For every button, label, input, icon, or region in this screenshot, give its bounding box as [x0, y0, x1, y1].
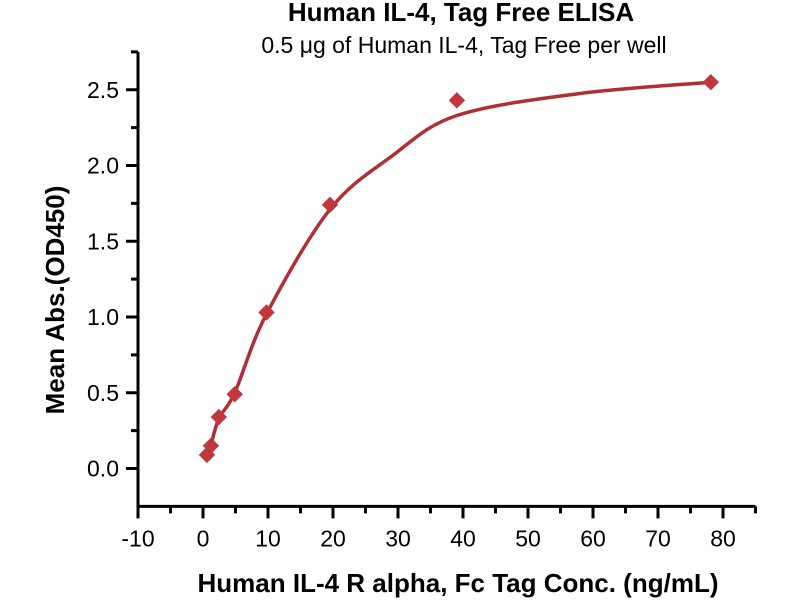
x-tick-label: 70 [645, 525, 671, 551]
x-tick-label: -10 [121, 525, 154, 551]
x-tick-label: 20 [320, 525, 346, 551]
x-tick-label: 60 [580, 525, 606, 551]
chart-subtitle: 0.5 μg of Human IL-4, Tag Free per well [261, 32, 666, 58]
x-tick-label: 0 [197, 525, 210, 551]
data-point [258, 304, 275, 321]
data-point [702, 73, 720, 91]
data-point [210, 408, 228, 426]
chart-title: Human IL-4, Tag Free ELISA [288, 0, 634, 27]
x-tick-label: 10 [255, 525, 281, 551]
y-tick-label: 2.5 [87, 77, 119, 103]
data-point [321, 196, 339, 214]
y-tick-label: 1.0 [87, 304, 119, 330]
y-tick-label: 0.0 [87, 456, 119, 482]
y-axis-label: Mean Abs.(OD450) [40, 186, 70, 415]
x-tick-label: 40 [450, 525, 476, 551]
x-tick-label: 80 [710, 525, 736, 551]
data-point [448, 92, 466, 109]
fit-curve [205, 80, 713, 458]
x-axis-label: Human IL-4 R alpha, Fc Tag Conc. (ng/mL) [198, 568, 719, 598]
y-tick-label: 0.5 [87, 380, 119, 406]
x-tick-label: 50 [515, 525, 541, 551]
data-point [202, 437, 220, 454]
data-point [226, 386, 243, 403]
plot-area: -10 0 10 20 30 40 50 60 70 80 0.0 0.5 1.0 1.5 2.0 2.5 [87, 50, 757, 551]
y-tick-label: 2.0 [87, 153, 119, 179]
y-tick-label: 1.5 [87, 228, 119, 254]
x-tick-label: 30 [385, 525, 411, 551]
